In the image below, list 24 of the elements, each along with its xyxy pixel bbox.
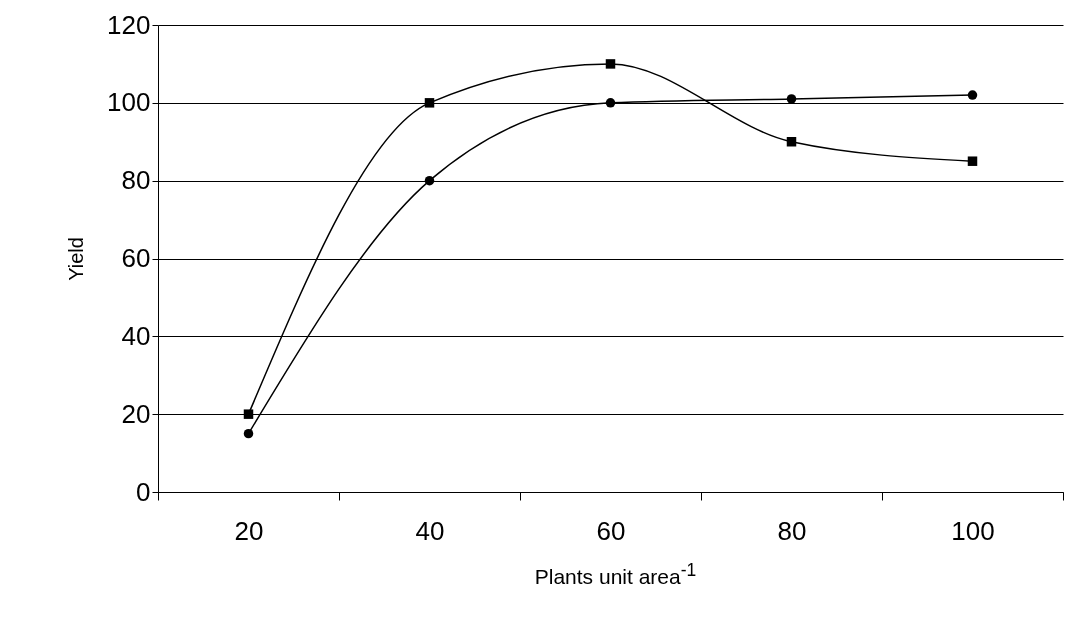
y-tick-label: 120: [107, 9, 151, 40]
y-tick-label: 40: [121, 320, 151, 351]
x-tick-label: 60: [596, 515, 626, 546]
y-tick-label: 100: [107, 87, 151, 118]
point: [967, 156, 978, 166]
point: [424, 98, 435, 108]
point: [786, 137, 797, 147]
x-axis-title: Plants unit area$^{-1}$: [533, 560, 698, 589]
point: [424, 175, 435, 186]
point: [243, 428, 254, 439]
point: [605, 98, 616, 108]
x-tick-label: 40: [415, 515, 445, 546]
point: [967, 90, 978, 100]
point: [605, 59, 616, 69]
y-tick-label: 0: [136, 476, 151, 507]
x-tick-label: 80: [777, 515, 807, 546]
x-tick-label: 20: [234, 515, 264, 546]
point: [786, 94, 797, 104]
y-tick-label: 20: [121, 398, 151, 429]
y-tick-label: 60: [121, 243, 151, 273]
y-axis-title: Yield: [65, 237, 88, 281]
x-tick-label: 100: [951, 515, 995, 546]
point: [243, 409, 254, 419]
y-tick-label: 80: [121, 165, 151, 196]
